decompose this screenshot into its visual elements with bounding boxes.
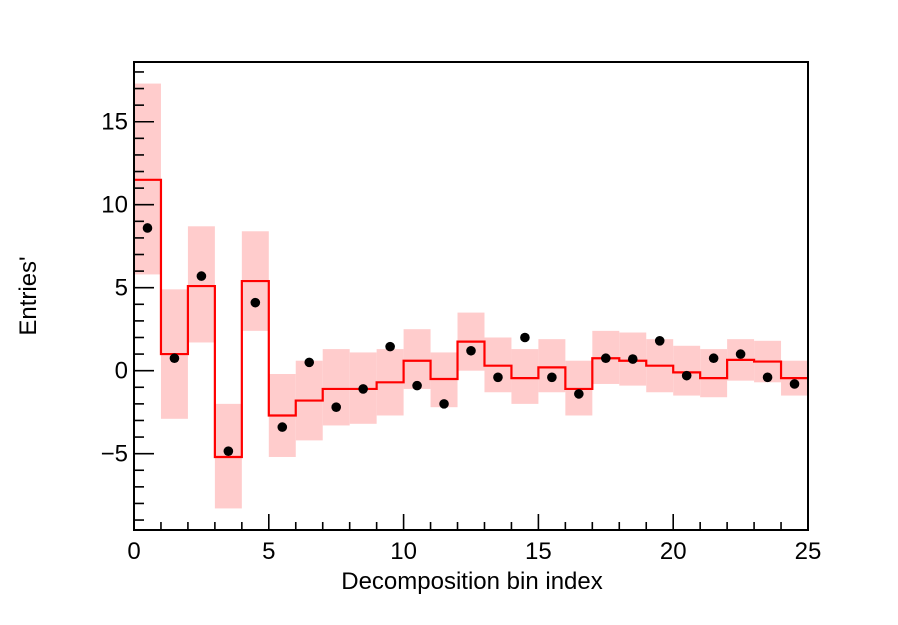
data-point-18 xyxy=(627,354,638,364)
x-tick-label-0: 0 xyxy=(127,538,140,565)
histogram-step-line xyxy=(134,178,808,459)
y-axis-title: Entries' xyxy=(15,256,42,335)
uncertainty-band-layer xyxy=(134,83,808,509)
band-bin-10 xyxy=(403,329,431,389)
y-tick-label-10: 10 xyxy=(101,192,128,219)
y-tick-label-0: 0 xyxy=(115,358,128,385)
data-point-4 xyxy=(250,297,261,308)
data-point-21 xyxy=(708,353,719,364)
data-point-14 xyxy=(520,332,530,343)
tick-labels-layer: 0 5 10 15 20 25 −5 0 5 10 15 xyxy=(101,109,822,565)
x-axis-title: Decomposition bin index xyxy=(341,568,602,595)
data-point-13 xyxy=(493,372,503,383)
data-point-17 xyxy=(601,353,611,364)
axis-ticks-layer xyxy=(133,71,809,530)
band-bin-7 xyxy=(322,349,350,426)
x-tick-label-20: 20 xyxy=(660,538,687,565)
x-tick-label-5: 5 xyxy=(262,538,275,565)
x-tick-label-10: 10 xyxy=(390,538,417,565)
data-points-layer xyxy=(142,223,800,456)
y-tick-label--5: −5 xyxy=(101,441,128,468)
band-bin-14 xyxy=(511,349,539,404)
data-point-7 xyxy=(331,402,342,412)
y-tick-label-5: 5 xyxy=(115,275,128,302)
x-tick-label-15: 15 xyxy=(525,538,552,565)
y-tick-label-15: 15 xyxy=(101,109,128,136)
data-point-24 xyxy=(789,379,800,389)
data-point-16 xyxy=(574,389,584,399)
data-point-0 xyxy=(142,223,153,233)
band-bin-15 xyxy=(538,339,566,393)
data-point-6 xyxy=(304,357,315,368)
band-bin-2 xyxy=(187,226,215,343)
histogram-layer xyxy=(134,178,808,459)
data-point-9 xyxy=(385,341,395,352)
data-point-8 xyxy=(358,384,368,394)
band-bin-20 xyxy=(673,345,701,396)
data-point-22 xyxy=(735,349,746,359)
data-point-5 xyxy=(277,422,288,432)
data-point-2 xyxy=(196,271,207,281)
data-point-15 xyxy=(547,372,557,383)
data-point-10 xyxy=(412,380,422,391)
data-point-23 xyxy=(762,372,773,383)
data-point-19 xyxy=(654,336,665,346)
x-tick-label-25: 25 xyxy=(795,538,822,565)
data-point-1 xyxy=(169,353,180,364)
data-point-3 xyxy=(223,446,234,456)
data-point-12 xyxy=(466,345,476,356)
data-point-11 xyxy=(439,399,449,409)
plot-frame xyxy=(133,61,809,531)
data-point-20 xyxy=(681,370,692,381)
